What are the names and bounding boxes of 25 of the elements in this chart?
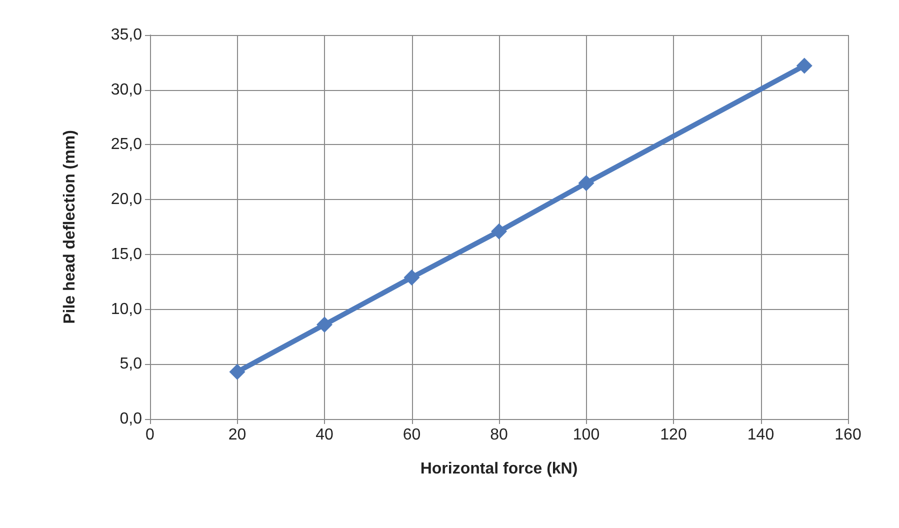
y-tick-label: 5,0	[120, 356, 142, 373]
point	[316, 316, 332, 333]
x-tick-label: 140	[747, 426, 774, 444]
x-tick-label: 80	[490, 426, 508, 444]
x-tick-label: 100	[572, 426, 600, 444]
y-tick-label: 25,0	[110, 136, 142, 154]
point	[229, 364, 246, 380]
point	[578, 175, 594, 192]
point	[796, 58, 812, 74]
x-tick-label: 20	[228, 426, 246, 444]
y-tick-label: 10,0	[110, 300, 142, 318]
point	[404, 269, 420, 286]
x-tick-label: 120	[660, 426, 687, 444]
y-tick-label: 20,0	[110, 191, 142, 208]
y-tick-label: 30,0	[110, 81, 142, 98]
x-tick-label: 160	[834, 426, 862, 444]
x-tick-label: 0	[146, 426, 155, 444]
y-axis-title: Pile head deflection (mm)	[62, 130, 78, 324]
y-tick-label: 35,0	[110, 26, 142, 44]
y-tick-label: 15,0	[110, 246, 142, 263]
x-tick-label: 40	[316, 426, 334, 444]
x-axis-title: Horizontal force (kN)	[420, 460, 578, 478]
x-tick-label: 60	[402, 426, 421, 444]
point	[491, 223, 507, 240]
y-tick-label: 0,0	[120, 410, 142, 428]
